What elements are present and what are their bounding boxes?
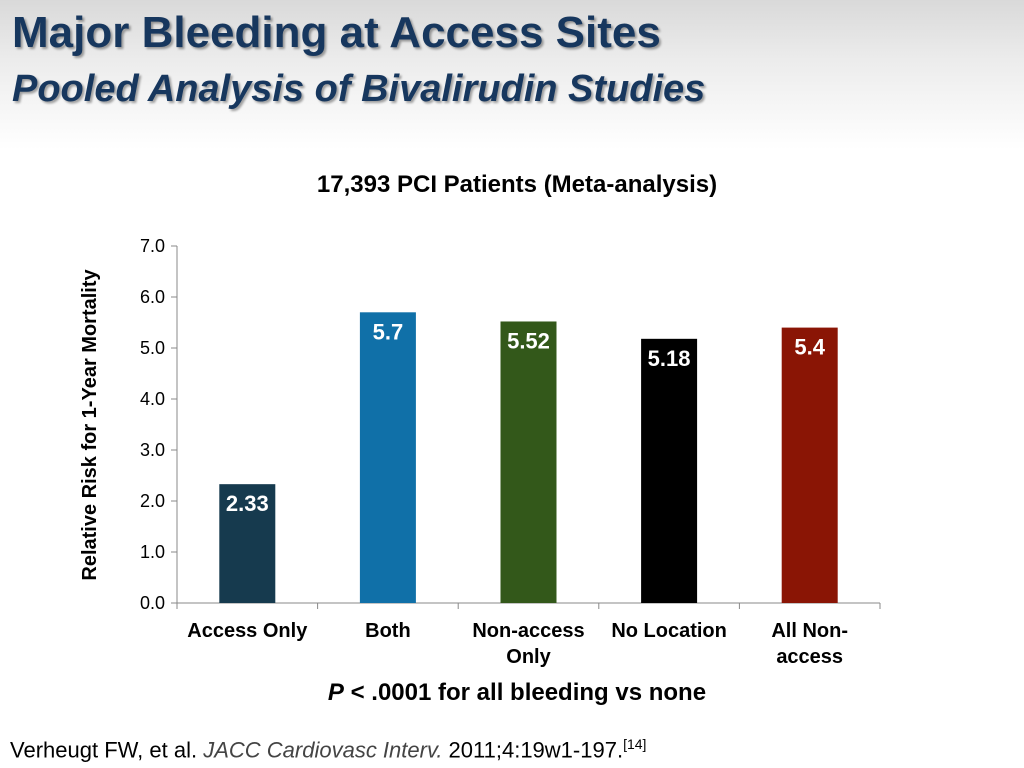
citation: Verheugt FW, et al. JACC Cardiovasc Inte… [10, 736, 646, 763]
y-tick-label: 5.0 [140, 338, 165, 358]
y-tick-label: 2.0 [140, 491, 165, 511]
bar [641, 338, 698, 603]
bar-chart: 17,393 PCI Patients (Meta-analysis) Relat… [79, 171, 881, 706]
x-tick-label-line: Access Only [187, 620, 308, 642]
data-label: 5.7 [373, 319, 404, 344]
y-tick-label: 6.0 [140, 287, 165, 307]
x-tick-label-line: Non-access [472, 620, 584, 642]
bar [500, 321, 557, 603]
y-tick-label: 4.0 [140, 389, 165, 409]
x-tick-label: Access Only [187, 620, 308, 642]
slide-header: Major Bleeding at Access Sites Pooled An… [0, 0, 1024, 150]
p-value-text: < .0001 for all bleeding vs none [344, 679, 706, 706]
x-tick-label-line: No Location [611, 620, 727, 642]
y-tick-label: 3.0 [140, 440, 165, 460]
y-tick-label: 1.0 [140, 542, 165, 562]
x-tick-label-line: access [776, 646, 843, 668]
p-value-note: P < .0001 for all bleeding vs none [328, 679, 706, 706]
data-label: 2.33 [226, 491, 269, 516]
citation-authors: Verheugt FW, et al. [10, 737, 204, 763]
x-tick-label-line: Both [365, 620, 411, 642]
x-tick-label: Both [365, 620, 411, 642]
y-axis-label: Relative Risk for 1-Year Mortality [79, 269, 101, 581]
bar [781, 327, 838, 603]
citation-ref: [14] [623, 736, 647, 752]
data-label: 5.4 [794, 335, 825, 360]
citation-details: 2011;4:19w1-197. [442, 737, 624, 763]
data-label: 5.18 [648, 346, 691, 371]
slide-title: Major Bleeding at Access Sites [12, 8, 661, 57]
x-tick-label: No Location [611, 620, 727, 642]
slide-subtitle: Pooled Analysis of Bivalirudin Studies [12, 68, 706, 110]
bar [219, 484, 276, 603]
x-tick-label: All Non-access [771, 620, 848, 668]
y-tick-label: 7.0 [140, 236, 165, 256]
x-tick-label-line: All Non- [771, 620, 848, 642]
y-tick-label: 0.0 [140, 593, 165, 613]
x-tick-label-line: Only [506, 646, 551, 668]
p-value-symbol: P [328, 679, 345, 706]
x-tick-label: Non-access Only [472, 620, 584, 668]
bar [359, 312, 416, 603]
citation-journal: JACC Cardiovasc Interv. [203, 737, 443, 763]
data-label: 5.52 [507, 328, 550, 353]
chart-title: 17,393 PCI Patients (Meta-analysis) [317, 171, 717, 198]
